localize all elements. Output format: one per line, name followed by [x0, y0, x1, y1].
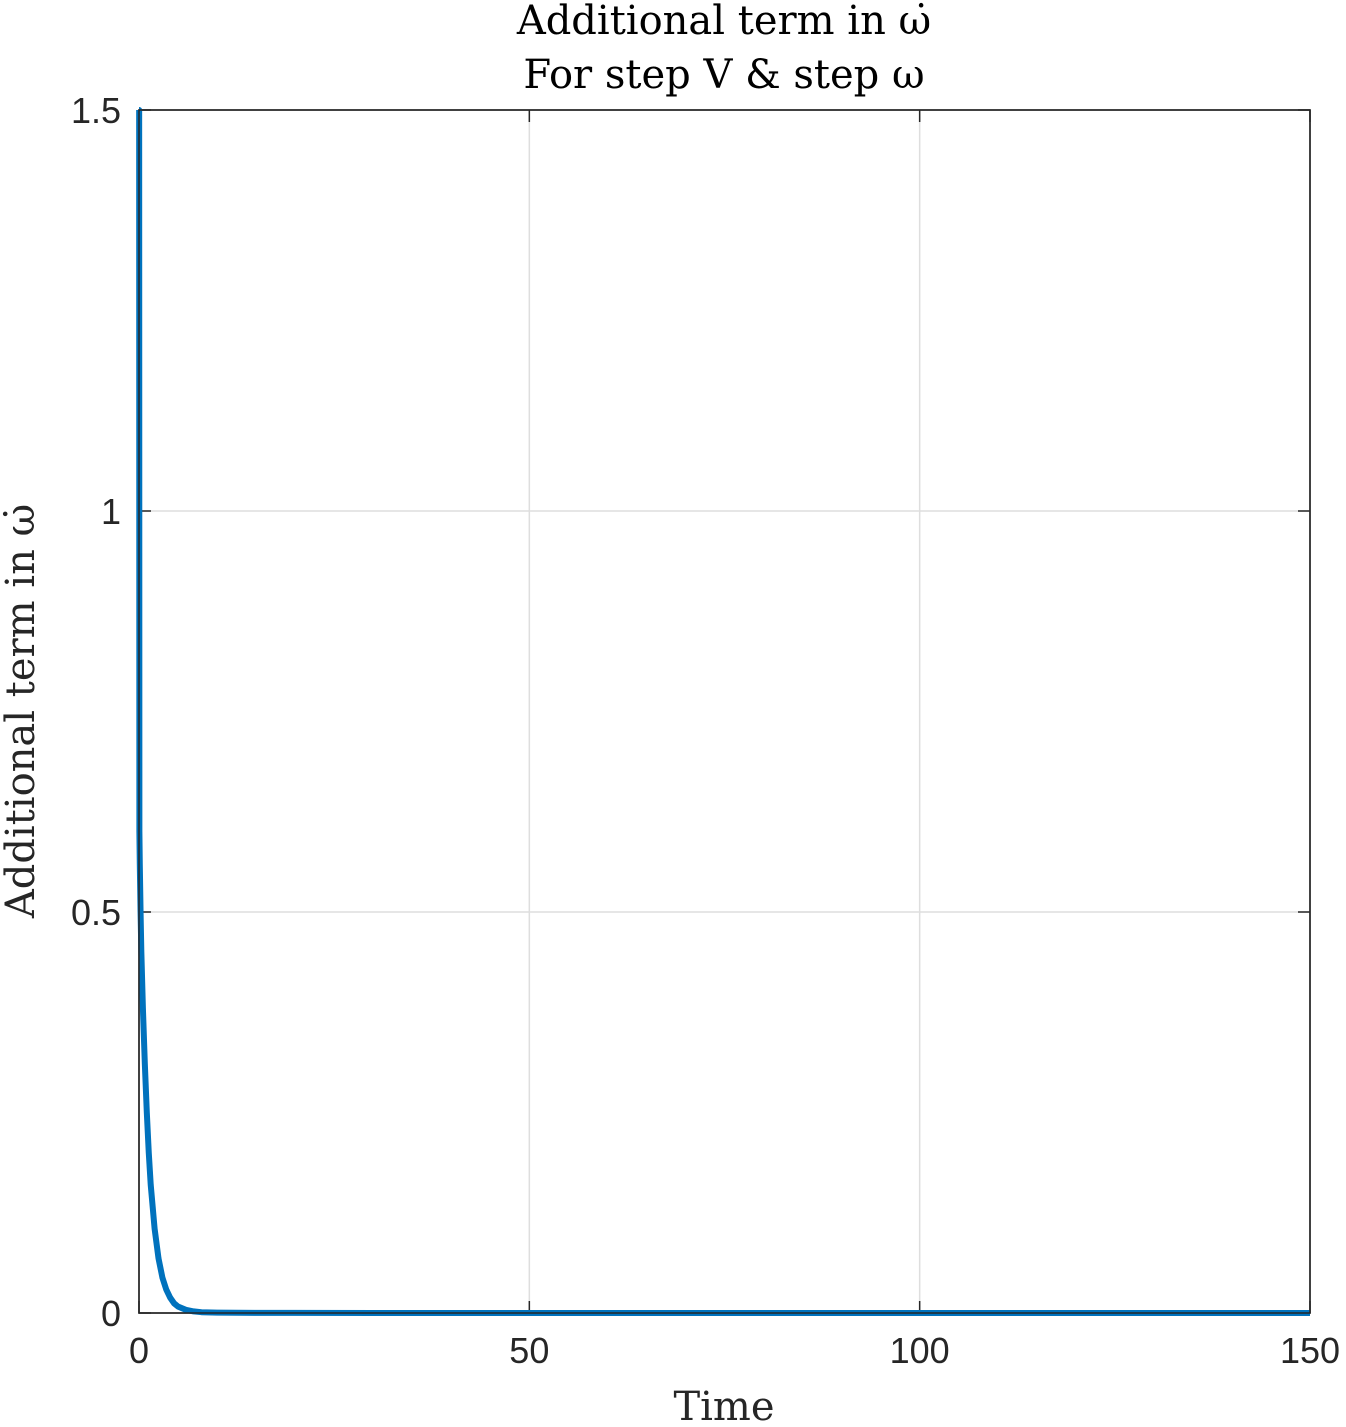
x-tick-label: 150 — [1280, 1330, 1340, 1371]
x-tick-label: 50 — [509, 1330, 549, 1371]
x-tick-label: 100 — [890, 1330, 950, 1371]
grid — [139, 110, 1310, 1313]
chart-subtitle: For step V & step ω — [523, 52, 924, 98]
chart-title: Additional term in ω̇ — [516, 0, 931, 44]
y-axis-label: Additional term in ω̇ — [0, 504, 44, 919]
x-axis-label: Time — [673, 1384, 774, 1427]
plot-frame — [138, 109, 1311, 1314]
y-tick-label: 0 — [101, 1293, 121, 1334]
x-tick-label: 0 — [129, 1330, 149, 1371]
y-tick-label: 0.5 — [71, 892, 121, 933]
tick-labels: 0 50 100 150 0 0.5 1 1.5 — [71, 90, 1340, 1371]
plot-area — [138, 109, 1311, 1314]
y-tick-label: 1 — [101, 491, 121, 532]
y-tick-label: 1.5 — [71, 90, 121, 131]
